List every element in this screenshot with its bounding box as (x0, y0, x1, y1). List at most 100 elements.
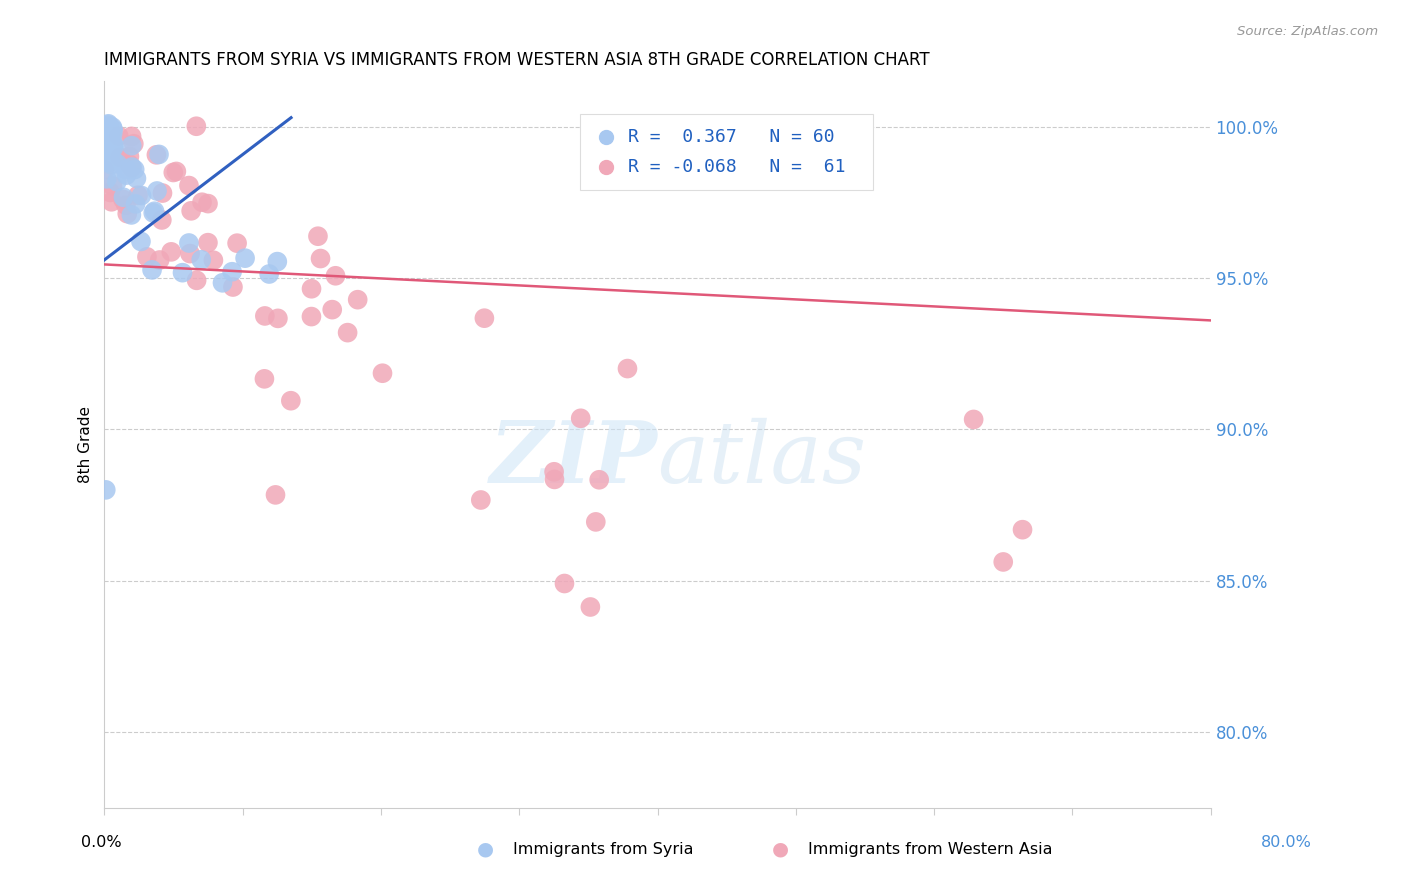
Text: 80.0%: 80.0% (1261, 836, 1312, 850)
Point (98, 136, 121, 151)
Point (97, 134, 120, 148)
Point (180, 203, 202, 218)
FancyBboxPatch shape (581, 114, 873, 190)
Point (98, 136, 121, 151)
Point (96, 128, 118, 143)
Point (100, 158, 122, 172)
Point (346, 293, 368, 307)
Point (115, 168, 138, 182)
Point (103, 138, 125, 153)
Point (127, 188, 149, 202)
Point (97, 120, 120, 134)
Point (993, 555, 1015, 569)
Point (264, 488, 287, 502)
Point (543, 472, 565, 486)
Point (96, 124, 118, 138)
Point (93, 162, 115, 177)
Text: atlas: atlas (658, 417, 866, 500)
Point (94, 126, 117, 140)
Point (172, 266, 194, 280)
Point (101, 120, 124, 135)
Point (307, 229, 329, 244)
Point (107, 157, 129, 171)
Point (301, 310, 323, 324)
Point (121, 129, 143, 144)
Text: Immigrants from Syria: Immigrants from Syria (513, 842, 693, 856)
Point (131, 188, 153, 202)
Point (962, 412, 984, 426)
Point (162, 165, 184, 179)
Point (100, 194, 122, 209)
Point (197, 235, 219, 250)
Point (103, 153, 125, 167)
Point (543, 465, 565, 479)
Point (267, 311, 290, 326)
Point (112, 190, 135, 204)
Point (142, 206, 165, 220)
Point (136, 250, 159, 264)
Point (94, 125, 117, 139)
Text: Source: ZipAtlas.com: Source: ZipAtlas.com (1237, 25, 1378, 38)
Point (97, 118, 120, 132)
Point (115, 162, 138, 177)
Point (190, 252, 212, 267)
Point (115, 198, 138, 212)
Point (108, 150, 131, 164)
Text: R =  0.367   N = 60: R = 0.367 N = 60 (627, 128, 834, 146)
Text: ●: ● (772, 839, 789, 859)
Point (96, 171, 118, 186)
Point (616, 361, 638, 376)
Point (280, 393, 302, 408)
Point (121, 138, 143, 153)
Point (124, 162, 146, 177)
Point (222, 280, 245, 294)
Point (579, 599, 602, 614)
Point (148, 147, 170, 161)
Point (165, 164, 187, 178)
Point (97, 121, 120, 136)
Point (186, 120, 208, 134)
Point (122, 136, 145, 151)
Point (325, 268, 347, 283)
Point (94, 124, 117, 138)
Point (197, 196, 219, 211)
Text: R = -0.068   N =  61: R = -0.068 N = 61 (627, 159, 845, 177)
Point (553, 576, 575, 591)
Point (233, 251, 256, 265)
Point (101, 178, 124, 193)
Text: ●: ● (477, 839, 494, 859)
Point (129, 235, 152, 249)
Point (96, 125, 118, 139)
Point (179, 246, 201, 260)
Point (145, 148, 167, 162)
Point (141, 263, 163, 277)
Point (96, 154, 118, 169)
Point (253, 309, 276, 323)
Point (118, 157, 141, 171)
Point (186, 273, 208, 287)
Point (98, 154, 121, 169)
Point (117, 207, 139, 221)
Point (202, 253, 225, 268)
Point (149, 252, 172, 267)
Point (470, 493, 492, 508)
Text: ZIP: ZIP (489, 417, 658, 500)
Point (101, 127, 124, 141)
Point (118, 149, 141, 163)
Point (101, 122, 124, 136)
Point (97, 117, 120, 131)
Point (211, 276, 233, 290)
Point (191, 195, 214, 210)
Point (474, 311, 496, 326)
Point (336, 326, 359, 340)
Point (94, 153, 117, 167)
Point (143, 204, 166, 219)
Point (588, 473, 610, 487)
Point (97, 136, 120, 150)
Point (124, 197, 146, 211)
Point (266, 254, 288, 268)
Point (152, 186, 174, 200)
Point (107, 129, 129, 144)
Point (301, 282, 323, 296)
Point (1011, 523, 1033, 537)
